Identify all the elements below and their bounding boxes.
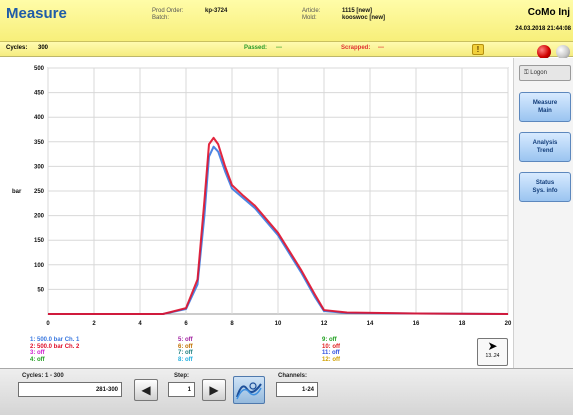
step-forward-button[interactable]: ▶ (202, 379, 226, 401)
x-tick-label: 14 (367, 321, 374, 327)
series-line (48, 136, 509, 315)
prod-order-label: Prod Order: (152, 8, 184, 14)
key-icon: ⚿ (524, 70, 529, 76)
legend-column-1: 1: 500.0 bar Ch. 1 2: 500.0 bar Ch. 2 3:… (30, 337, 79, 363)
logon-button[interactable]: ⚿ Logon (519, 65, 571, 81)
legend-entry[interactable]: 2: 500.0 bar Ch. 2 (30, 343, 80, 350)
cycles-range-label: Cycles: 1 - 300 (22, 373, 64, 379)
x-tick-label: 0 (46, 321, 50, 327)
next-channels-button[interactable]: ➤ 13..24 (477, 338, 508, 366)
x-tick-label: 20 (505, 321, 512, 327)
header-bar: Measure Prod Order: kp-3724 Batch: Artic… (0, 0, 573, 42)
y-tick-label: 150 (34, 238, 45, 244)
y-tick-label: 300 (34, 164, 45, 170)
x-tick-label: 12 (321, 321, 328, 327)
legend-entry[interactable]: 6: off (178, 343, 193, 350)
arrow-right-icon: ▶ (209, 383, 219, 397)
scrapped-label: Scrapped: (341, 45, 371, 51)
logon-label: Logon (530, 70, 547, 76)
sidebar: ⚿ Logon Measure Main Analysis Trend Stat… (513, 58, 573, 368)
red-status-lamp-icon (537, 45, 551, 59)
step-label: Step: (174, 373, 189, 379)
overlay-curves-button[interactable] (233, 376, 265, 404)
cycles-status-label: Cycles: (6, 45, 28, 51)
measure-main-line2: Main (538, 108, 552, 114)
measure-main-button[interactable]: Measure Main (519, 92, 571, 122)
arrow-left-icon: ◀ (141, 383, 151, 397)
channels-label: Channels: (278, 373, 308, 379)
y-tick-label: 450 (34, 91, 45, 97)
cycles-range-field[interactable]: 281-300 (18, 382, 122, 397)
step-back-button[interactable]: ◀ (134, 379, 158, 401)
x-tick-label: 2 (92, 321, 96, 327)
passed-value: --- (276, 45, 282, 51)
brand-name: CoMo Inj (527, 7, 570, 18)
measure-main-line1: Measure (532, 100, 558, 106)
legend-entry[interactable]: 12: off (322, 356, 340, 363)
legend-entry[interactable]: 11: off (322, 350, 340, 356)
y-tick-label: 100 (34, 263, 45, 269)
status-sysinfo-button[interactable]: Status Sys. info (519, 172, 571, 202)
mold-value: kooswoc [new] (342, 15, 386, 21)
x-tick-label: 18 (459, 321, 466, 327)
prod-order-value: kp-3724 (205, 8, 228, 14)
warning-icon[interactable]: ! (472, 44, 484, 55)
legend-entry[interactable]: 7: off (178, 350, 193, 356)
y-tick-label: 50 (37, 287, 44, 293)
legend-entry[interactable]: 4: off (30, 356, 45, 363)
article-value: 1115 [new] (342, 8, 373, 14)
curve-overlay-icon (236, 382, 262, 400)
status-bar: Cycles: 300 Passed: --- Scrapped: --- ! (0, 42, 573, 57)
cycles-status-value: 300 (38, 45, 49, 51)
status-sysinfo-line1: Status (535, 180, 555, 186)
arrow-right-icon: ➤ (487, 339, 498, 353)
legend-column-3: 9: off 10: off 11: off 12: off (322, 337, 340, 363)
step-field[interactable]: 1 (168, 382, 195, 397)
page-title: Measure (6, 5, 67, 22)
pressure-chart: 0 2 4 6 8 10 12 14 16 18 20 50 100 150 200 250 300 350 400… (0, 58, 512, 368)
channels-field[interactable]: 1-24 (276, 382, 318, 397)
legend-entry[interactable]: 10: off (322, 343, 340, 350)
x-tick-label: 16 (413, 321, 420, 327)
passed-label: Passed: (244, 45, 268, 51)
next-channels-label: 13..24 (485, 353, 500, 359)
grey-status-lamp-icon (556, 45, 570, 59)
analysis-trend-line2: Trend (536, 148, 554, 154)
legend-entry[interactable]: 9: off (322, 337, 337, 343)
y-tick-label: 400 (34, 115, 45, 121)
x-tick-label: 6 (184, 321, 188, 327)
analysis-trend-button[interactable]: Analysis Trend (519, 132, 571, 162)
y-tick-label: 200 (34, 214, 45, 220)
y-axis-label: bar (12, 189, 22, 195)
status-sysinfo-line2: Sys. info (532, 188, 558, 194)
legend-entry[interactable]: 8: off (178, 356, 193, 363)
y-tick-label: 350 (34, 140, 45, 146)
x-tick-label: 8 (230, 321, 234, 327)
scrapped-value: --- (378, 45, 384, 51)
legend-entry[interactable]: 1: 500.0 bar Ch. 1 (30, 337, 80, 343)
x-tick-label: 4 (138, 321, 142, 327)
batch-label: Batch: (152, 15, 170, 21)
datetime-display: 24.03.2018 21:44:08 (515, 26, 571, 32)
analysis-trend-line1: Analysis (532, 140, 558, 146)
bottom-control-bar: Cycles: 1 - 300 281-300 ◀ Step: 1 ▶ Chan… (0, 368, 573, 415)
legend-column-2: 5: off 6: off 7: off 8: off (178, 337, 193, 363)
x-tick-label: 10 (275, 321, 282, 327)
y-tick-label: 250 (34, 189, 45, 195)
legend-entry[interactable]: 3: off (30, 350, 45, 356)
article-label: Article: (302, 8, 321, 14)
legend-entry[interactable]: 5: off (178, 337, 193, 343)
y-tick-label: 500 (34, 66, 45, 72)
chart-svg: 0 2 4 6 8 10 12 14 16 18 20 50 100 150 200 250 300 350 400… (12, 66, 512, 327)
mold-label: Mold: (302, 15, 317, 21)
